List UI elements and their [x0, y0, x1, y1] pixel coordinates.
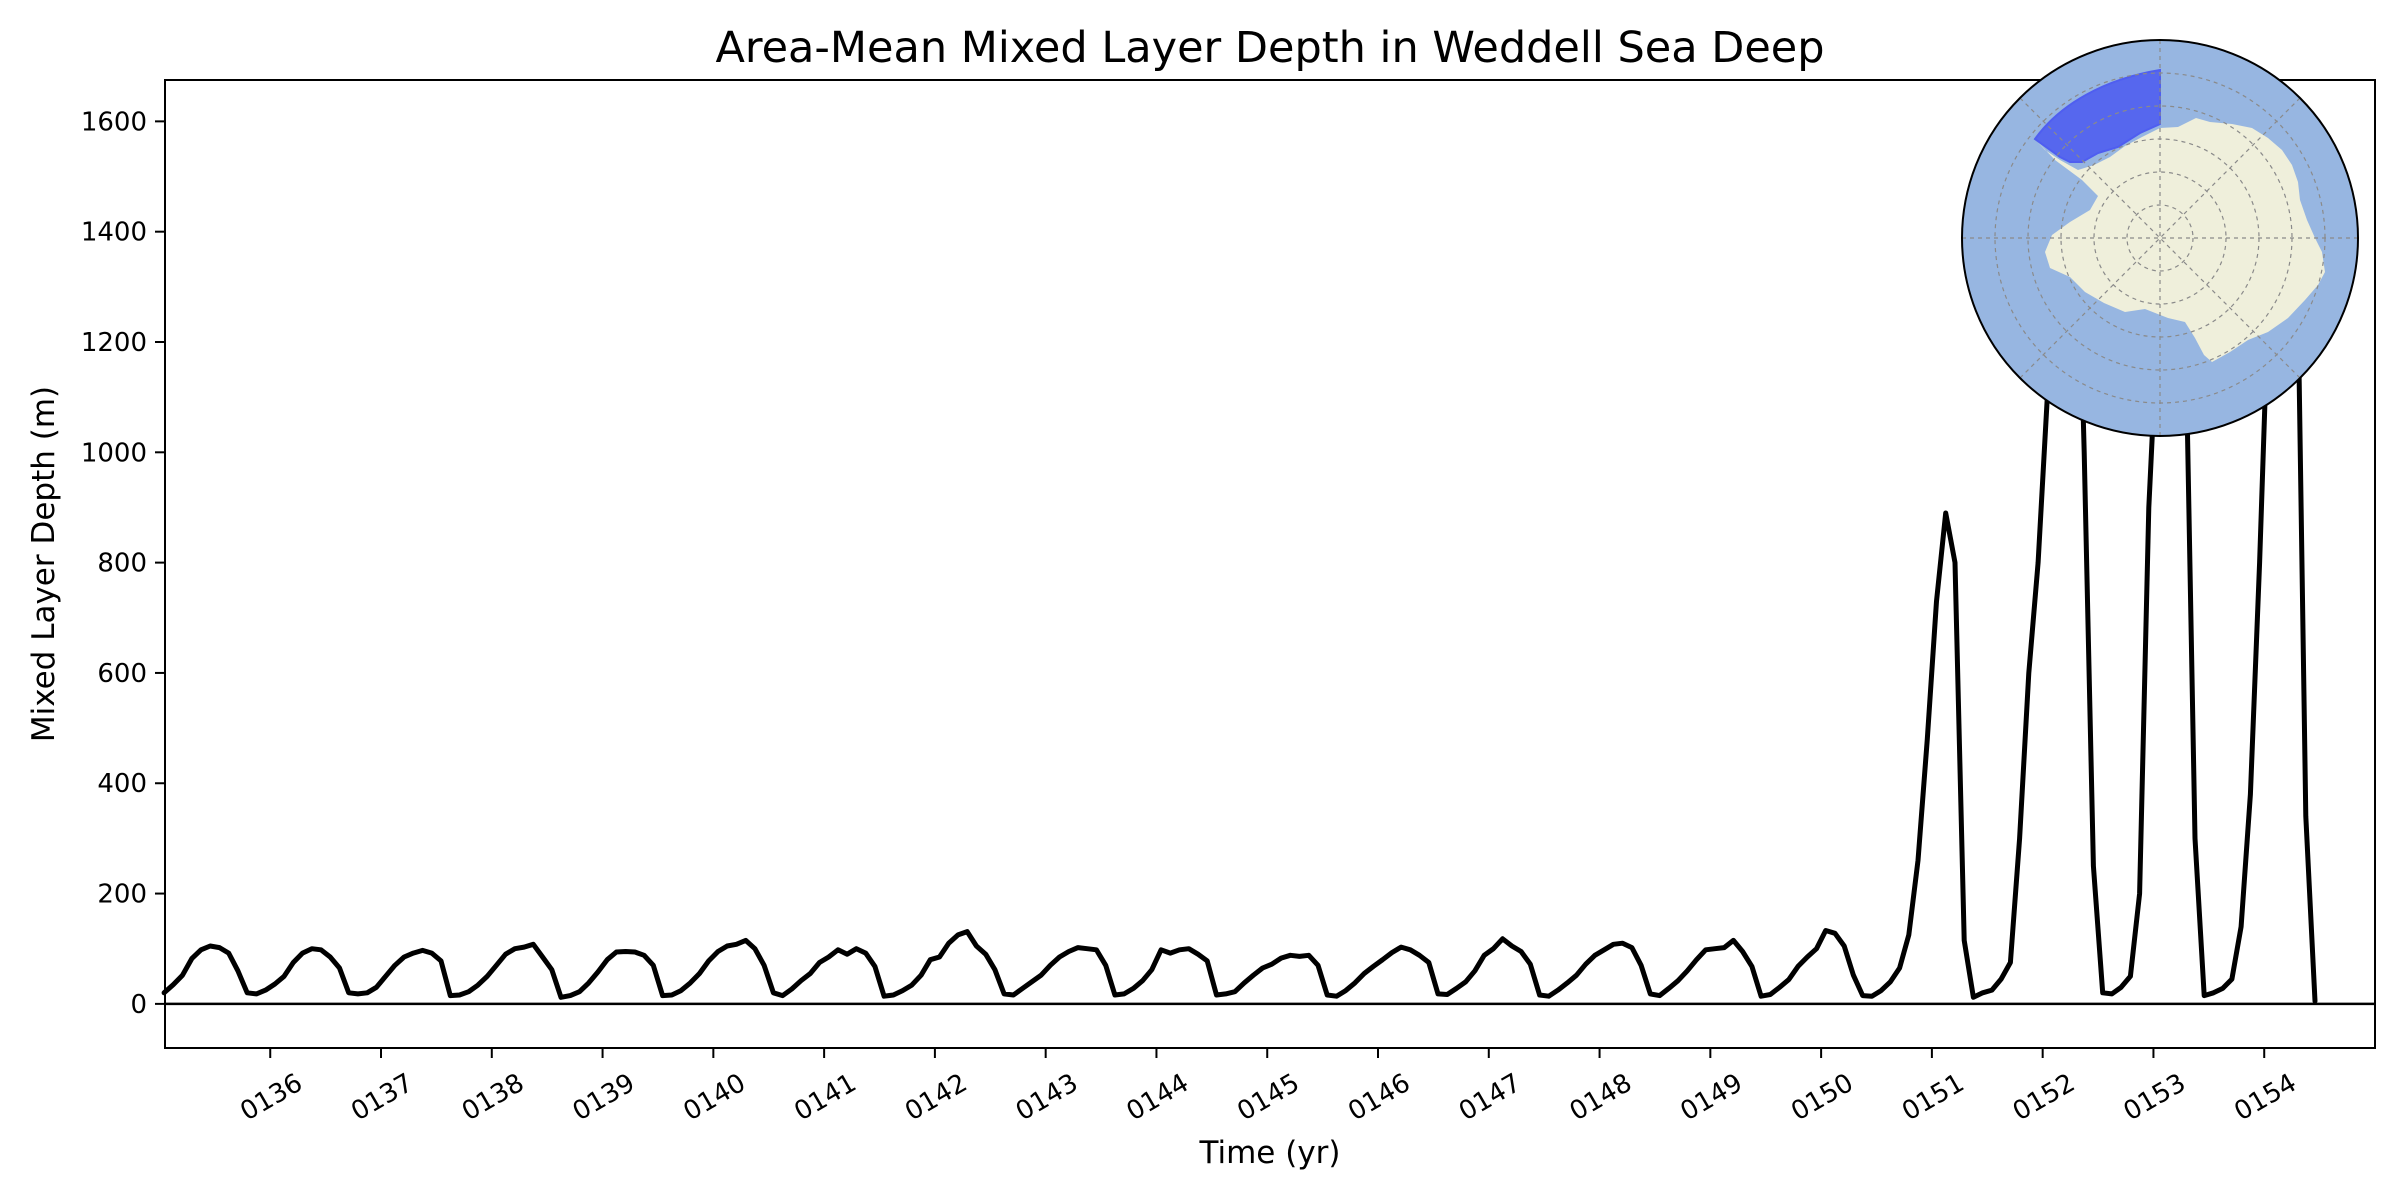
- y-tick-label: 800: [97, 549, 147, 579]
- y-axis-label: Mixed Layer Depth (m): [26, 386, 62, 742]
- y-tick-label: 0: [130, 990, 147, 1020]
- inset-map: [1961, 39, 2359, 437]
- y-tick-label: 1200: [81, 328, 147, 358]
- x-axis-label: Time (yr): [1199, 1135, 1341, 1171]
- y-tick-label: 1400: [81, 218, 147, 248]
- inset-border: [1961, 39, 2359, 437]
- y-tick-label: 600: [97, 659, 147, 689]
- y-axis: 0 200 400 600 800 1000 1200 1400 1600: [81, 107, 165, 1020]
- y-tick-label: 400: [97, 769, 147, 799]
- y-tick-label: 200: [97, 880, 147, 910]
- weddell-sea-region: [2033, 68, 2161, 163]
- plot-frame: [164, 79, 2376, 1049]
- series-line: [161, 107, 2318, 1004]
- inset-graticule: [1962, 40, 2358, 436]
- y-tick-label: 1000: [81, 438, 147, 468]
- y-tick-label: 1600: [81, 107, 147, 137]
- inset-antarctica: [2035, 118, 2325, 362]
- chart-title: Area-Mean Mixed Layer Depth in Weddell S…: [715, 23, 1824, 73]
